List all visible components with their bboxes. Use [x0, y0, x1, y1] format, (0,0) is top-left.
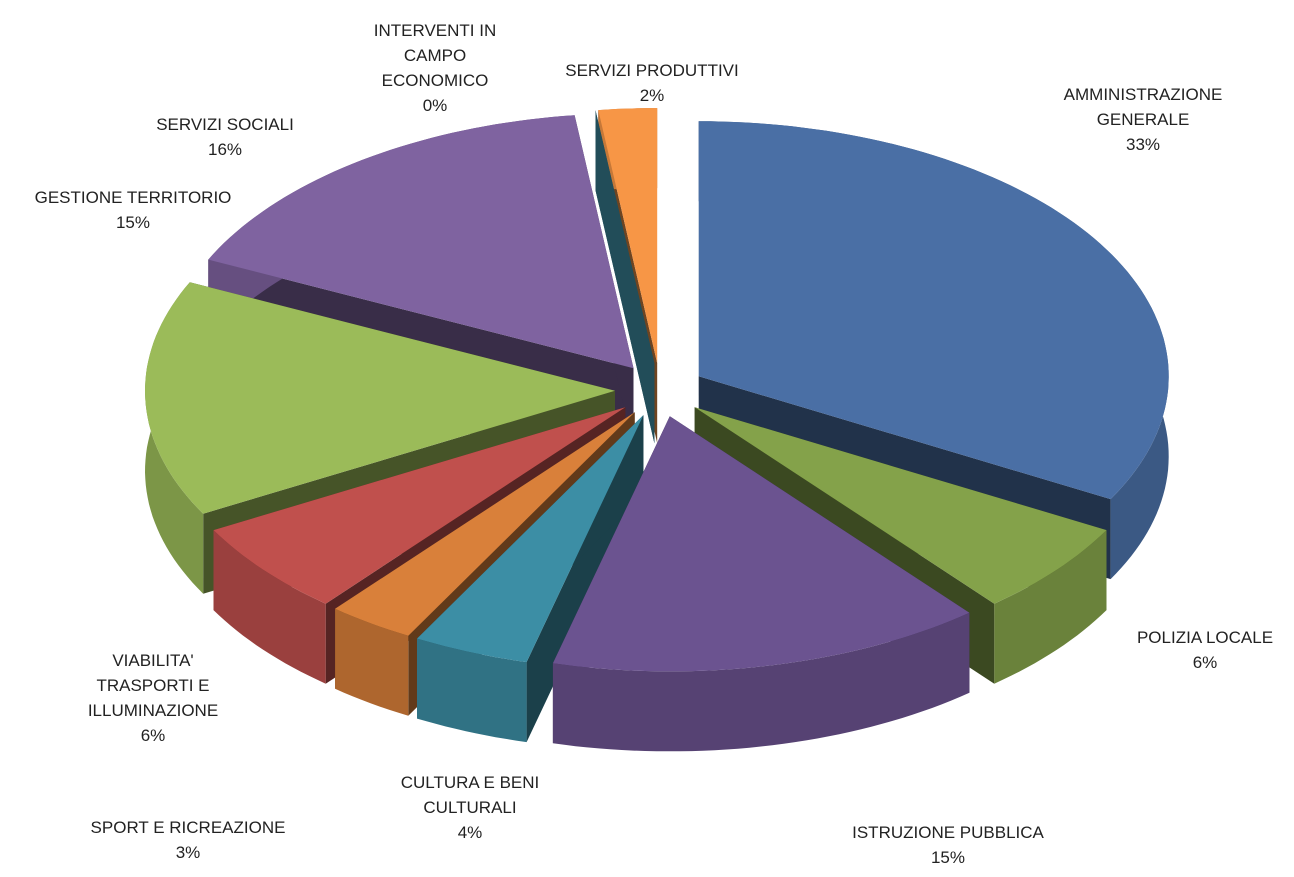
data-label: CULTURA E BENI CULTURALI 4% — [380, 770, 560, 845]
data-label: SERVIZI SOCIALI 16% — [156, 112, 294, 162]
slice-top — [417, 415, 644, 663]
percent-label: 16% — [207, 140, 243, 159]
data-label: POLIZIA LOCALE 6% — [1137, 625, 1273, 675]
data-label: VIABILITA' TRASPORTI E ILLUMINAZIONE 6% — [73, 648, 233, 748]
category-name: VIABILITA' TRASPORTI E ILLUMINAZIONE — [87, 651, 219, 720]
slice-top — [552, 416, 970, 672]
percent-label: 6% — [1192, 653, 1218, 672]
slice-top — [213, 407, 626, 604]
slice-wall — [213, 530, 326, 684]
slice-top — [598, 108, 658, 364]
data-label: GESTIONE TERRITORIO 15% — [35, 185, 232, 235]
data-label: SPORT E RICREAZIONE 3% — [91, 815, 286, 865]
percent-label: 15% — [115, 213, 151, 232]
data-label: AMMINISTRAZIONE GENERALE 33% — [1058, 82, 1228, 157]
slice-top — [208, 115, 634, 369]
data-label: ISTRUZIONE PUBBLICA 15% — [852, 820, 1044, 870]
category-name: INTERVENTI IN CAMPO ECONOMICO — [373, 21, 497, 90]
category-name: ISTRUZIONE PUBBLICA — [852, 823, 1044, 842]
percent-label: 4% — [457, 823, 483, 842]
data-label: SERVIZI PRODUTTIVI 2% — [565, 58, 739, 108]
slice-top — [145, 282, 615, 514]
slice-top — [694, 407, 1107, 604]
percent-label: 33% — [1125, 135, 1161, 154]
category-name: POLIZIA LOCALE — [1136, 628, 1274, 647]
slice-wall — [552, 612, 970, 752]
slice-wall — [994, 530, 1107, 684]
percent-label: 2% — [639, 86, 665, 105]
slice-top — [698, 121, 1169, 500]
slice-top — [335, 412, 635, 636]
percent-label: 0% — [422, 96, 448, 115]
data-label: INTERVENTI IN CAMPO ECONOMICO 0% — [355, 18, 515, 118]
category-name: CULTURA E BENI CULTURALI — [400, 773, 540, 817]
percent-label: 6% — [140, 726, 166, 745]
category-name: SERVIZI SOCIALI — [156, 115, 294, 134]
category-name: SPORT E RICREAZIONE — [90, 818, 286, 837]
category-name: GESTIONE TERRITORIO — [34, 188, 232, 207]
slice-side — [595, 110, 655, 444]
category-name: AMMINISTRAZIONE GENERALE — [1063, 85, 1223, 129]
category-name: SERVIZI PRODUTTIVI — [565, 61, 739, 80]
slice-wall — [335, 608, 409, 716]
percent-label: 15% — [930, 848, 966, 867]
slice-wall — [417, 638, 527, 743]
percent-label: 3% — [175, 843, 201, 862]
